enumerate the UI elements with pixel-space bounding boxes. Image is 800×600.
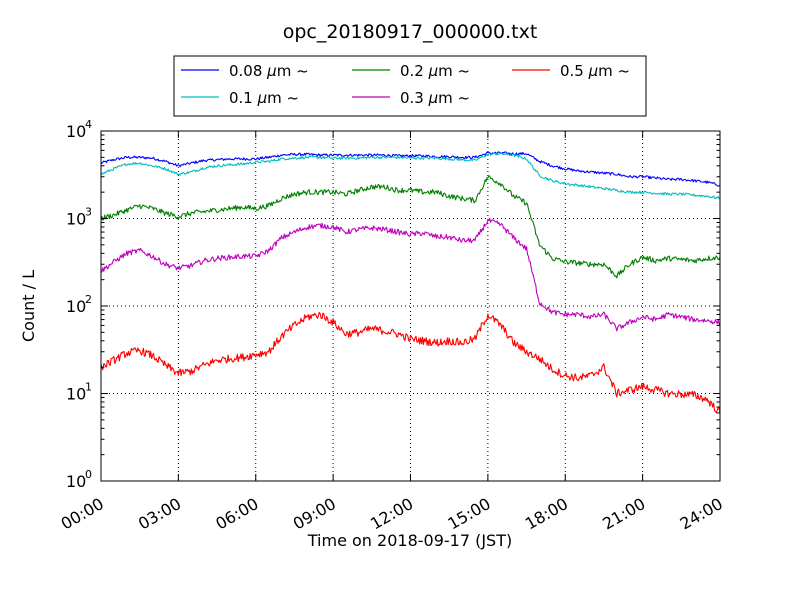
x-tick-label: 03:00 xyxy=(135,494,184,534)
y-axis-label: Count / L xyxy=(19,270,38,342)
y-tick-label: 100 xyxy=(66,468,92,491)
y-tick-label-exponent: 2 xyxy=(85,293,92,306)
legend-entry: 0.3 μm ~ xyxy=(352,89,470,107)
series-line-0-1um xyxy=(100,151,721,200)
legend-label-unit-rest: m ~ xyxy=(277,62,309,80)
y-tick-label-base: 10 xyxy=(66,472,86,491)
legend-label-unit: μ xyxy=(266,62,277,80)
y-tick-label: 103 xyxy=(66,206,92,229)
x-tick-label: 21:00 xyxy=(599,494,648,534)
legend-label-unit: μ xyxy=(428,89,439,107)
x-tick-label: 12:00 xyxy=(367,494,416,534)
legend-label-unit-rest: m ~ xyxy=(267,89,299,107)
x-tick-label: 18:00 xyxy=(522,494,571,534)
legend-label-value: 0.2 xyxy=(400,62,429,80)
y-tick-label-base: 10 xyxy=(66,385,86,404)
legend-entry: 0.2 μm ~ xyxy=(352,62,470,80)
axis-ticks xyxy=(100,130,721,482)
x-tick-label: 06:00 xyxy=(212,494,261,534)
legend-label-unit: μ xyxy=(428,62,439,80)
series-lines xyxy=(100,151,721,414)
series-line-0-08um xyxy=(100,151,721,187)
legend-label: 0.1 μm ~ xyxy=(229,89,299,107)
y-tick-label-base: 10 xyxy=(66,297,86,316)
legend-entry: 0.5 μm ~ xyxy=(512,62,630,80)
y-tick-label: 102 xyxy=(66,293,92,316)
y-tick-label-exponent: 1 xyxy=(85,381,92,394)
y-tick-label-exponent: 4 xyxy=(85,118,92,131)
series-line-0-2um xyxy=(100,175,721,279)
chart-title: opc_20180917_000000.txt xyxy=(283,21,538,43)
legend-label-value: 0.3 xyxy=(400,89,429,107)
legend-label: 0.3 μm ~ xyxy=(400,89,470,107)
legend-frame xyxy=(173,55,647,117)
series-line-0-5um xyxy=(100,311,721,414)
legend-label-unit-rest: m ~ xyxy=(438,89,470,107)
legend-label-unit: μ xyxy=(257,89,268,107)
y-tick-label: 101 xyxy=(66,381,92,404)
legend-entry: 0.08 μm ~ xyxy=(181,62,309,80)
legend-entry: 0.1 μm ~ xyxy=(181,89,299,107)
y-tick-label-exponent: 0 xyxy=(85,468,92,481)
legend-label-unit-rest: m ~ xyxy=(598,62,630,80)
y-tick-label: 104 xyxy=(66,118,92,141)
legend-label-value: 0.08 xyxy=(229,62,267,80)
legend-label-value: 0.1 xyxy=(229,89,258,107)
y-tick-label-base: 10 xyxy=(66,210,86,229)
y-tick-label-exponent: 3 xyxy=(85,206,92,219)
legend-label-unit-rest: m ~ xyxy=(438,62,470,80)
legend-label-unit: μ xyxy=(588,62,599,80)
legend-label: 0.2 μm ~ xyxy=(400,62,470,80)
grid-lines xyxy=(101,131,720,481)
legend-label: 0.08 μm ~ xyxy=(229,62,309,80)
legend-label: 0.5 μm ~ xyxy=(560,62,630,80)
y-tick-label-base: 10 xyxy=(66,122,86,141)
x-tick-label: 24:00 xyxy=(677,494,726,534)
x-tick-labels: 00:00 03:00 06:00 09:00 12:00 15:00 18:00 21:00… xyxy=(58,494,726,534)
legend: 0.08 μm ~0.1 μm ~0.2 μm ~0.3 μm ~0.5 μm … xyxy=(173,55,647,117)
x-tick-label: 00:00 xyxy=(58,494,107,534)
legend-label-value: 0.5 xyxy=(560,62,589,80)
x-tick-label: 09:00 xyxy=(290,494,339,534)
x-axis-label: Time on 2018-09-17 (JST) xyxy=(307,531,512,550)
series-line-0-3um xyxy=(100,217,721,332)
x-tick-label: 15:00 xyxy=(444,494,493,534)
